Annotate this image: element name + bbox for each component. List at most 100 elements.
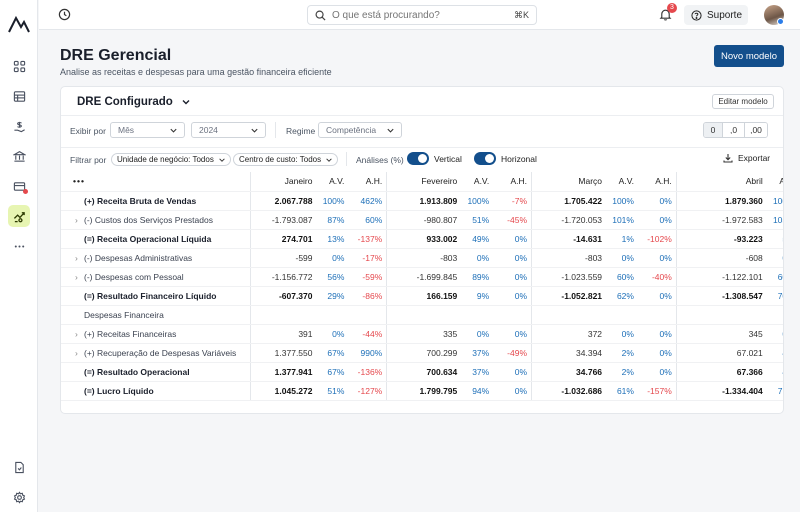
year-select[interactable]: 2024 [191, 122, 266, 138]
percent-cell [606, 305, 638, 325]
row-label[interactable]: › (-) Custos dos Serviços Prestados [61, 210, 251, 230]
new-model-button[interactable]: Novo modelo [714, 45, 784, 67]
percent-cell: 67% [316, 343, 349, 363]
row-label[interactable]: › (-) Despesas com Pessoal [61, 267, 251, 287]
dre-card: DRE Configurado Editar modelo Exibir por… [60, 86, 784, 414]
row-label-text: (=) Resultado Operacional [84, 366, 190, 377]
more-icon[interactable] [9, 236, 29, 256]
percent-cell: 51% [461, 210, 494, 230]
report-table-icon[interactable] [9, 86, 29, 106]
row-label[interactable]: › (+) Recuperação de Despesas Variáveis [61, 343, 251, 363]
table-row[interactable]: (=) Resultado Financeiro Líquido -607.370… [61, 286, 783, 306]
support-button[interactable]: Suporte [684, 5, 748, 25]
history-clock-icon[interactable] [58, 8, 71, 21]
percent-cell: -44% [348, 324, 387, 344]
notification-badge: 3 [667, 3, 677, 13]
row-label: Despesas Financeira [61, 305, 251, 325]
regime-select[interactable]: Competência [318, 122, 402, 138]
top-bar: ⌘K 3 Suporte [39, 0, 800, 30]
dashboard-icon[interactable] [9, 56, 29, 76]
percent-cell: 37% [461, 362, 494, 382]
percent-cell: 1% [606, 229, 638, 249]
value-cell: 1.879.360 [675, 191, 767, 211]
bell-icon[interactable] [659, 8, 672, 21]
business-unit-filter[interactable]: Unidade de negócio: Todos [111, 153, 231, 166]
percent-cell: 0% [637, 324, 677, 344]
percent-cell: -49% [493, 343, 532, 363]
table-row[interactable]: › (-) Despesas Administrativas -599 0% -17% -… [61, 248, 783, 268]
search-bar[interactable]: ⌘K [307, 5, 537, 25]
table-header: ••• Janeiro A.V. A.H. Fevereiro A.V. A.H. Març… [61, 172, 783, 192]
row-label[interactable]: › (+) Receitas Financeiras [61, 324, 251, 344]
percent-cell: 0% [493, 381, 532, 401]
percent-cell: 4% [766, 362, 783, 382]
column-header: A.H. [348, 172, 387, 192]
export-button[interactable]: Exportar [723, 153, 770, 163]
settings-icon[interactable] [9, 487, 29, 507]
percent-cell: 2% [606, 343, 638, 363]
value-cell: 67.366 [675, 362, 767, 382]
document-icon[interactable] [9, 457, 29, 477]
search-input[interactable] [332, 9, 514, 21]
chevron-down-icon [326, 158, 332, 162]
percent-cell: -136% [348, 362, 387, 382]
logo-icon[interactable] [8, 14, 30, 34]
value-cell [250, 305, 317, 325]
column-header: A.H. [637, 172, 677, 192]
dre-selector[interactable]: DRE Configurado [77, 96, 191, 108]
chevron-right-icon: › [75, 214, 78, 225]
percent-cell: 0% [606, 324, 638, 344]
percent-cell: 37% [461, 343, 494, 363]
horizontal-toggle[interactable] [474, 152, 496, 165]
card-icon[interactable] [9, 176, 29, 196]
row-label-text: (+) Receitas Financeiras [84, 328, 177, 339]
percent-cell: 100% [461, 191, 494, 211]
dre-icon[interactable] [8, 205, 30, 227]
value-cell: -1.032.686 [531, 381, 607, 401]
row-label[interactable]: › (-) Despesas Administrativas [61, 248, 251, 268]
cost-center-filter-label: Centro de custo: Todos [239, 155, 322, 164]
table-row[interactable]: (+) Receita Bruta de Vendas 2.067.788 100%… [61, 191, 783, 211]
value-cell: 1.045.272 [250, 381, 317, 401]
dre-title: DRE Configurado [77, 96, 173, 108]
chevron-down-icon [170, 128, 177, 133]
table-row[interactable]: (=) Lucro Líquido 1.045.272 51% -127% 1.799.… [61, 381, 783, 401]
money-hand-icon[interactable] [9, 116, 29, 136]
percent-cell: -86% [348, 286, 387, 306]
percent-cell: 87% [316, 210, 349, 230]
decimals-2[interactable]: ,00 [745, 123, 767, 137]
table-menu-icon[interactable]: ••• [61, 172, 251, 192]
period-select[interactable]: Mês [110, 122, 185, 138]
cost-center-filter[interactable]: Centro de custo: Todos [233, 153, 339, 166]
row-label: (=) Lucro Líquido [61, 381, 251, 401]
table-row[interactable]: (=) Resultado Operacional 1.377.941 67% -13… [61, 362, 783, 382]
table-row[interactable]: Despesas Financeira [61, 305, 783, 325]
table-row[interactable]: › (+) Receitas Financeiras 391 0% -44% 335 0% 0… [61, 324, 783, 344]
value-cell: -1.793.087 [250, 210, 317, 230]
edit-model-button[interactable]: Editar modelo [712, 94, 774, 109]
table-row[interactable]: › (+) Recuperação de Despesas Variáveis 1.… [61, 343, 783, 363]
table-row[interactable]: (=) Receita Operacional Líquida 274.701 13… [61, 229, 783, 249]
percent-cell: 0% [637, 210, 677, 230]
value-cell: 933.002 [386, 229, 462, 249]
table-row[interactable]: › (-) Custos dos Serviços Prestados -1.793… [61, 210, 783, 230]
vertical-toggle[interactable] [407, 152, 429, 165]
table-row[interactable]: › (-) Despesas com Pessoal -1.156.772 56% -5… [61, 267, 783, 287]
chevron-down-icon [251, 128, 258, 133]
decimals-1[interactable]: ,0 [723, 123, 745, 137]
value-cell: -607.370 [250, 286, 317, 306]
value-cell: 1.377.550 [250, 343, 317, 363]
value-cell: 372 [531, 324, 607, 344]
percent-cell [348, 305, 387, 325]
percent-cell: 0% [316, 324, 349, 344]
column-header: A.V. [316, 172, 349, 192]
percent-cell: -7% [493, 191, 532, 211]
percent-cell: 71% [766, 381, 783, 401]
bank-icon[interactable] [9, 146, 29, 166]
percent-cell: 2% [606, 362, 638, 382]
decimals-0[interactable]: 0 [704, 123, 723, 137]
row-label-text: Despesas Financeira [84, 309, 164, 320]
alert-dot [23, 189, 28, 194]
value-cell: -1.023.559 [531, 267, 607, 287]
help-icon [691, 9, 702, 21]
